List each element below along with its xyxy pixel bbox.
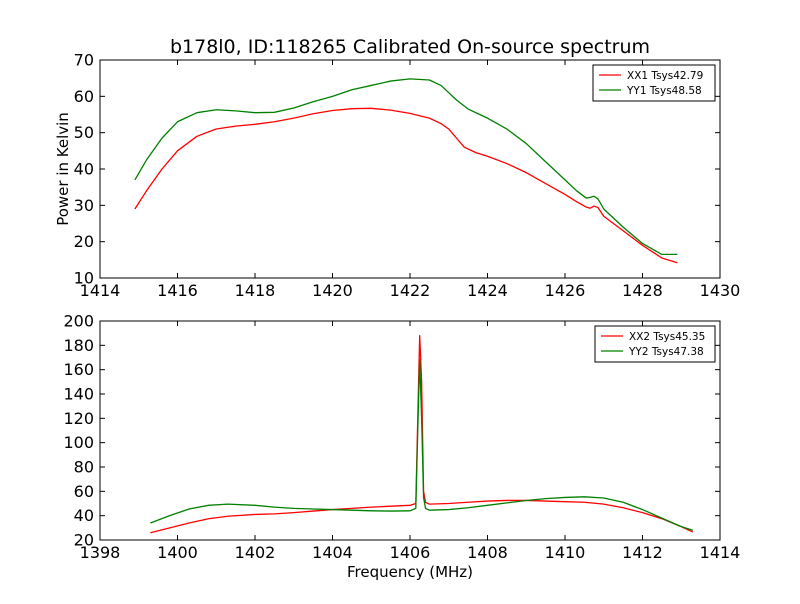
bottom-y-tick-label: 100 [63, 433, 94, 452]
top-x-tick-label: 1420 [312, 281, 353, 300]
bottom-y-tick-label: 40 [74, 506, 94, 525]
top-y-tick-label: 40 [74, 160, 94, 179]
top-y-tick-label: 10 [74, 269, 94, 288]
bottom-y-tick-label: 80 [74, 458, 94, 477]
top-y-tick-label: 60 [74, 87, 94, 106]
bottom-x-tick-label: 1408 [467, 543, 508, 562]
top-x-tick-label: 1414 [80, 281, 121, 300]
bottom-legend-label-1: XX2 Tsys45.35 [629, 331, 705, 343]
chart-title: b178l0, ID:118265 Calibrated On-source s… [170, 36, 650, 58]
top-legend-box [592, 64, 716, 102]
bottom-legend-box [594, 325, 716, 363]
bottom-x-axis-label: Frequency (MHz) [347, 563, 473, 581]
bottom-x-tick-label: 1406 [390, 543, 431, 562]
bottom-x-tick-label: 1398 [80, 543, 121, 562]
top-plot-area: 1414 1416 1418 1420 1422 1424 1426 1428 1430 10 20… [74, 51, 741, 301]
top-x-tick-label: 1428 [622, 281, 663, 300]
top-y-tick-label: 30 [74, 196, 94, 215]
top-y-axis-label: Power in Kelvin [54, 112, 72, 226]
bottom-y-tick-label: 60 [74, 482, 94, 501]
bottom-legend: XX2 Tsys45.35 YY2 Tsys47.38 [594, 325, 716, 363]
top-y-tick-label: 50 [74, 123, 94, 142]
top-legend: XX1 Tsys42.79 YY1 Tsys48.58 [592, 64, 716, 102]
top-x-tick-label: 1426 [545, 281, 586, 300]
bottom-series-line-1 [150, 334, 694, 534]
bottom-x-tick-label: 1400 [157, 543, 198, 562]
top-series-line-1 [134, 107, 678, 264]
top-x-tick-label: 1430 [700, 281, 741, 300]
top-series-line-2 [134, 78, 678, 256]
bottom-x-tick-label: 1404 [312, 543, 353, 562]
top-x-tick-label: 1422 [390, 281, 431, 300]
bottom-y-tick-label: 160 [63, 360, 94, 379]
bottom-series-line-2 [150, 359, 694, 531]
top-x-tick-label: 1424 [467, 281, 508, 300]
bottom-legend-label-2: YY2 Tsys47.38 [628, 346, 704, 358]
bottom-y-tick-label: 120 [63, 409, 94, 428]
bottom-x-tick-label: 1410 [545, 543, 586, 562]
bottom-y-tick-label: 140 [63, 385, 94, 404]
bottom-y-tick-label: 20 [74, 531, 94, 550]
bottom-x-tick-label: 1414 [700, 543, 741, 562]
bottom-plot-area: 1398 1400 1402 1404 1406 1408 1410 1412 1414 20 40… [63, 312, 740, 563]
bottom-y-tick-label: 200 [63, 312, 94, 331]
bottom-y-tick-label: 180 [63, 336, 94, 355]
top-x-tick-label: 1416 [157, 281, 198, 300]
top-x-tick-label: 1418 [235, 281, 276, 300]
top-y-tick-label: 20 [74, 232, 94, 251]
top-legend-label-2: YY1 Tsys48.58 [626, 85, 702, 97]
top-legend-label-1: XX1 Tsys42.79 [627, 70, 703, 82]
bottom-x-tick-label: 1402 [235, 543, 276, 562]
bottom-x-tick-label: 1412 [622, 543, 663, 562]
top-y-tick-label: 70 [74, 51, 94, 70]
